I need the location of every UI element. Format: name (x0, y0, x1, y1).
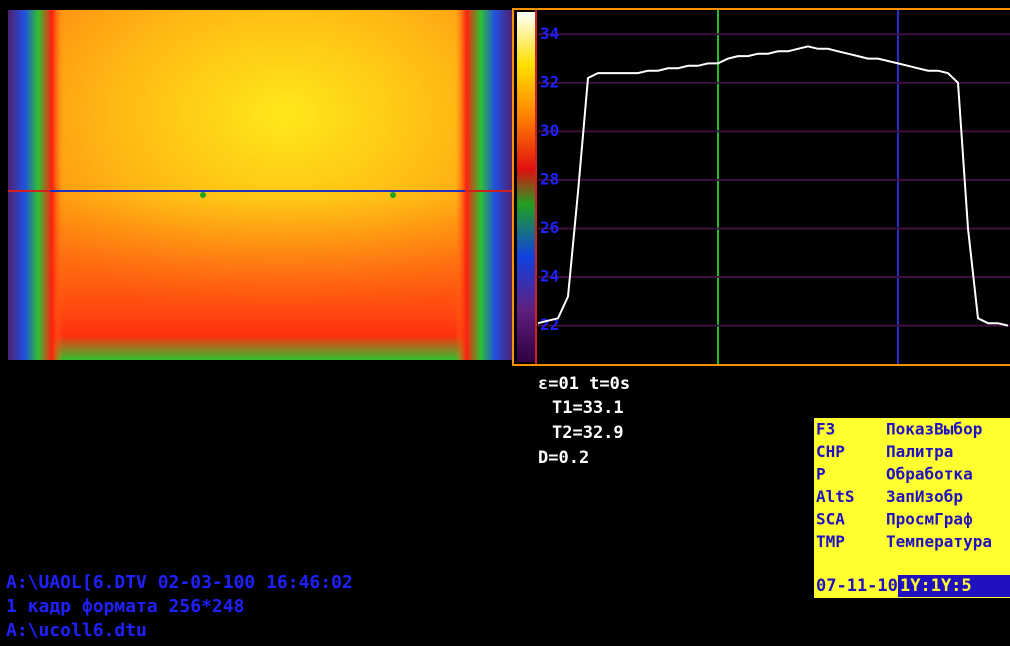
status-line: A:\UAOL[6.DTV 02-03-100 16:46:02 (6, 572, 353, 593)
profile-panel (513, 9, 1010, 365)
menu-key[interactable]: TMP (816, 532, 845, 551)
thermal-image (8, 10, 512, 360)
menu-key[interactable]: AltS (816, 487, 855, 506)
status-line: A:\ucoll6.dtu (6, 620, 147, 641)
menu-label[interactable]: Температура (886, 532, 992, 551)
y-tick-label: 26 (540, 218, 559, 237)
menu-key[interactable]: SCA (816, 510, 845, 529)
y-tick-label: 34 (540, 24, 559, 43)
menu-label[interactable]: Палитра (886, 442, 953, 461)
readout-line: T1=33.1 (552, 398, 624, 418)
readout-line: ε=01 t=0s (538, 374, 630, 394)
y-tick-label: 32 (540, 72, 559, 91)
status: A:\UAOL[6.DTV 02-03-100 16:46:02 1 кадр … (6, 572, 353, 641)
y-tick-label: 28 (540, 169, 559, 188)
readout-line: D=0.2 (538, 448, 589, 468)
status-line: 1 кадр формата 256*248 (6, 596, 244, 617)
date: 07-11-10 (816, 576, 898, 596)
menu-key[interactable]: P (816, 465, 826, 484)
y-tick-label: 24 (540, 267, 559, 286)
menu-label[interactable]: ПросмГраф (886, 510, 973, 529)
color-scale (517, 12, 535, 362)
readout-line: T2=32.9 (552, 423, 624, 443)
screen: 22242628303234 ε=01 t=0s T1=33.1 T2=32.9… (0, 0, 1010, 646)
time: 1Y:1Y:5 (900, 576, 972, 596)
readout: ε=01 t=0s T1=33.1 T2=32.9 D=0.2 (538, 374, 630, 468)
menu-label[interactable]: ЗапИзобр (886, 487, 963, 506)
menu-key[interactable]: CHP (816, 442, 845, 461)
menu-label[interactable]: ПоказВыбор (886, 420, 982, 439)
menu-key[interactable]: F3 (816, 420, 835, 439)
menu-label[interactable]: Обработка (886, 465, 973, 484)
y-tick-label: 30 (540, 121, 559, 140)
